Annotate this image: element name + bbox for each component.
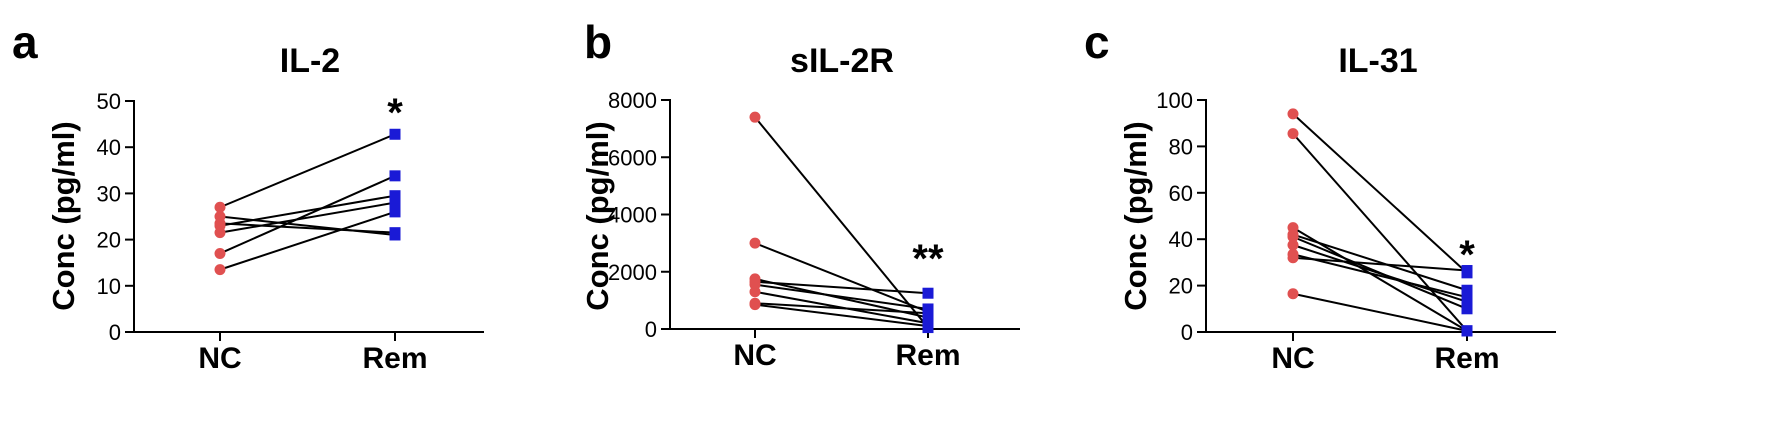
paired-line bbox=[1292, 113, 1468, 274]
y-tick-label: 60 bbox=[1169, 181, 1193, 206]
panel-letter: b bbox=[584, 16, 612, 68]
y-tick-label: 20 bbox=[97, 228, 121, 253]
nc-point bbox=[1287, 239, 1299, 251]
rem-point bbox=[389, 190, 401, 202]
paired-line bbox=[1292, 292, 1468, 332]
y-tick-label: 30 bbox=[97, 181, 121, 206]
rem-point bbox=[1461, 325, 1473, 337]
plot-area: 0 2000 4000 6000 8000 NC Rem ** bbox=[608, 88, 1020, 372]
y-tick-label: 8000 bbox=[608, 88, 657, 113]
chart-title: IL-31 bbox=[1338, 42, 1417, 80]
rem-point bbox=[389, 197, 401, 209]
paired-line bbox=[219, 210, 396, 271]
paired-line bbox=[754, 116, 929, 329]
paired-line bbox=[754, 303, 929, 328]
y-axis-label: Conc (pg/ml) bbox=[46, 121, 81, 310]
y-tick-label: 100 bbox=[1156, 88, 1193, 113]
paired-line bbox=[754, 280, 929, 295]
x-tick-label: Rem bbox=[1434, 342, 1499, 375]
panel-sil-2r: b sIL-2R Conc (pg/ml) 0 2000 4000 6000 8000 N… bbox=[580, 16, 1020, 372]
y-tick-label: 2000 bbox=[608, 260, 657, 285]
x-tick-label: Rem bbox=[362, 342, 427, 375]
rem-point bbox=[389, 206, 401, 218]
rem-point bbox=[922, 287, 934, 299]
plot-area: 0 10 20 30 40 50 NC Rem * bbox=[97, 89, 484, 375]
paired-line bbox=[1292, 253, 1468, 299]
rem-point bbox=[1461, 291, 1473, 303]
x-tick-label: NC bbox=[1271, 342, 1314, 375]
y-tick-label: 20 bbox=[1169, 274, 1193, 299]
nc-point bbox=[1287, 128, 1299, 140]
chart-title: sIL-2R bbox=[790, 42, 894, 80]
rem-point bbox=[1461, 284, 1473, 296]
y-tick-label: 0 bbox=[109, 320, 121, 345]
nc-point bbox=[749, 111, 761, 123]
y-tick-label: 80 bbox=[1169, 134, 1193, 159]
rem-point bbox=[389, 128, 401, 140]
paired-line bbox=[754, 242, 929, 313]
rem-point bbox=[922, 320, 934, 332]
y-tick-label: 50 bbox=[97, 89, 121, 114]
paired-line bbox=[1292, 256, 1468, 272]
nc-point bbox=[749, 286, 761, 298]
panel-letter: c bbox=[1084, 16, 1110, 68]
paired-line bbox=[219, 222, 396, 234]
y-tick-label: 40 bbox=[97, 135, 121, 160]
rem-point bbox=[922, 307, 934, 319]
nc-point bbox=[1287, 108, 1299, 120]
x-tick-label: NC bbox=[198, 342, 241, 375]
nc-point bbox=[214, 247, 226, 259]
nc-point bbox=[1287, 231, 1299, 243]
significance-label: ** bbox=[912, 237, 944, 281]
paired-line bbox=[219, 194, 396, 227]
y-tick-label: 0 bbox=[645, 317, 657, 342]
y-tick-label: 6000 bbox=[608, 145, 657, 170]
significance-label: * bbox=[387, 91, 403, 135]
chart-title: IL-2 bbox=[280, 42, 340, 80]
nc-point bbox=[214, 264, 226, 276]
nc-point bbox=[214, 227, 226, 239]
nc-point bbox=[1287, 288, 1299, 300]
panel-letter: a bbox=[12, 16, 38, 68]
panel-il-2: a IL-2 Conc (pg/ml) 0 10 20 30 40 50 NC Rem * bbox=[12, 16, 484, 375]
nc-point bbox=[749, 299, 761, 311]
nc-point bbox=[1287, 252, 1299, 264]
rem-point bbox=[1461, 265, 1473, 277]
rem-point bbox=[389, 227, 401, 239]
x-tick-label: Rem bbox=[895, 339, 960, 372]
y-tick-label: 40 bbox=[1169, 227, 1193, 252]
panel-il-31: c IL-31 Conc (pg/ml) 0 20 40 60 80 100 NC Rem * bbox=[1084, 16, 1556, 375]
paired-line bbox=[1292, 233, 1468, 292]
plot-area: 0 20 40 60 80 100 NC Rem * bbox=[1156, 88, 1556, 375]
y-tick-label: 4000 bbox=[608, 203, 657, 228]
paired-line bbox=[1292, 132, 1468, 332]
rem-point bbox=[389, 170, 401, 182]
paired-line bbox=[219, 133, 396, 209]
nc-point bbox=[749, 237, 761, 249]
y-tick-label: 10 bbox=[97, 274, 121, 299]
x-tick-label: NC bbox=[733, 339, 776, 372]
nc-point bbox=[214, 201, 226, 213]
paired-line bbox=[1292, 244, 1468, 303]
paired-line bbox=[219, 201, 396, 234]
y-tick-label: 0 bbox=[1181, 320, 1193, 345]
rem-point bbox=[1461, 303, 1473, 315]
paired-line bbox=[754, 283, 929, 310]
paired-line bbox=[754, 302, 929, 315]
y-axis-label: Conc (pg/ml) bbox=[580, 121, 615, 310]
y-axis-label: Conc (pg/ml) bbox=[1118, 121, 1153, 310]
significance-label: * bbox=[1459, 233, 1475, 277]
paired-line bbox=[219, 174, 396, 255]
